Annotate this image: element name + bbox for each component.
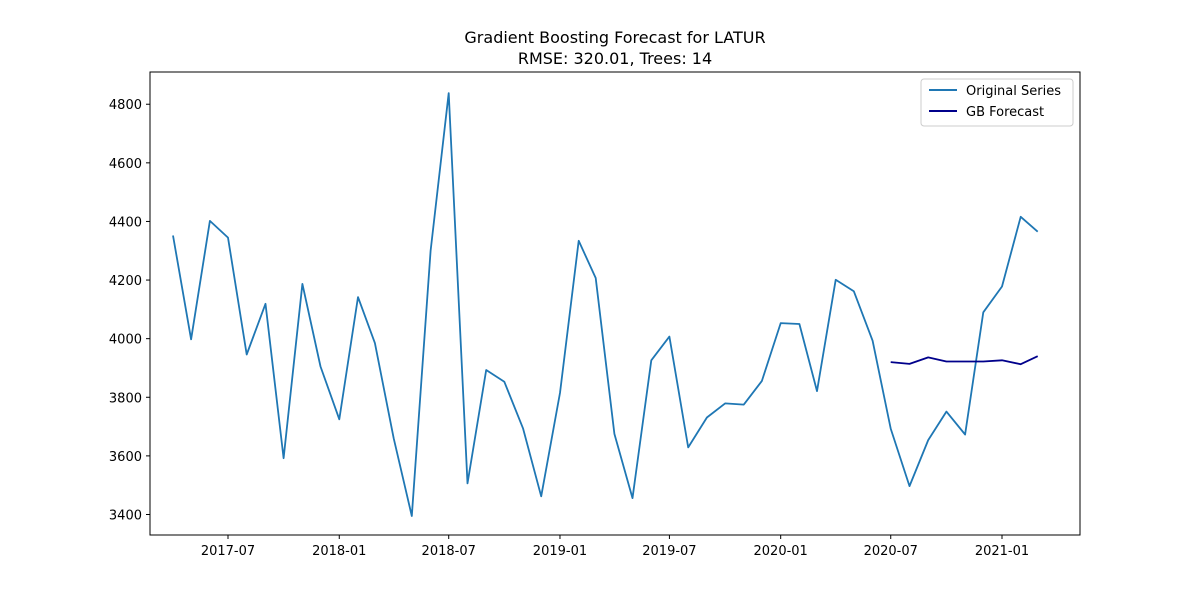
chart-title: Gradient Boosting Forecast for LATUR	[464, 28, 765, 47]
x-tick-label: 2018-07	[422, 544, 476, 559]
y-tick-label: 3400	[109, 508, 142, 523]
x-tick-label: 2020-01	[754, 544, 808, 559]
y-tick-label: 4600	[109, 157, 142, 172]
x-tick-label: 2019-01	[533, 544, 587, 559]
series-line-original	[172, 92, 1039, 517]
chart-subtitle: RMSE: 320.01, Trees: 14	[518, 49, 712, 68]
y-tick-label: 3600	[109, 450, 142, 465]
y-tick-label: 3800	[109, 391, 142, 406]
legend-box	[920, 78, 1074, 127]
legend: Original Series GB Forecast	[920, 78, 1074, 127]
legend-label-original: Original Series	[966, 84, 1061, 99]
legend-label-forecast: GB Forecast	[966, 105, 1044, 120]
y-tick-label: 4800	[109, 98, 142, 113]
series-line-forecast	[890, 355, 1039, 366]
x-tick-label: 2021-01	[975, 544, 1029, 559]
x-tick-label: 2020-07	[864, 544, 918, 559]
plot-area: 2017-07 2018-01 2018-07 2019-01 2019-07 2020-…	[109, 92, 1039, 559]
plot-frame	[149, 71, 1081, 536]
x-tick-label: 2019-07	[642, 544, 696, 559]
y-tick-label: 4400	[109, 215, 142, 230]
x-tick-label: 2017-07	[201, 544, 255, 559]
x-tick-label: 2018-01	[312, 544, 366, 559]
y-tick-label: 4200	[109, 274, 142, 289]
y-tick-label: 4000	[109, 333, 142, 348]
